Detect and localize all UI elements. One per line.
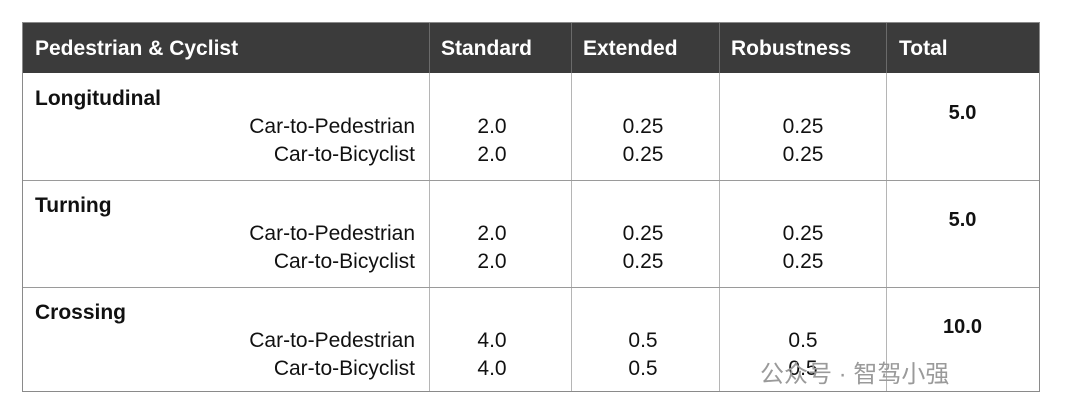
group-total: 5.0 — [948, 209, 977, 231]
row-divider — [23, 287, 1039, 288]
header-divider — [719, 23, 720, 73]
column-divider — [429, 73, 430, 391]
standard-value: 2.0 — [477, 115, 507, 138]
header-cell: Robustness — [731, 37, 852, 60]
extended-value: 0.5 — [628, 329, 658, 352]
header-cell: Extended — [583, 37, 678, 60]
group-name: Turning — [35, 194, 112, 217]
robustness-value: 0.25 — [782, 143, 824, 166]
robustness-value: 0.25 — [782, 115, 824, 138]
extended-value: 0.25 — [622, 115, 664, 138]
standard-value: 2.0 — [477, 250, 507, 273]
robustness-value: 0.5 — [788, 329, 818, 352]
row-label: Car-to-Pedestrian — [249, 115, 415, 138]
header-divider — [886, 23, 887, 73]
standard-value: 4.0 — [477, 357, 507, 380]
extended-value: 0.5 — [628, 357, 658, 380]
row-label: Car-to-Pedestrian — [249, 222, 415, 245]
header-cell: Standard — [441, 37, 533, 60]
column-divider — [571, 73, 572, 391]
standard-value: 2.0 — [477, 143, 507, 166]
group-name: Crossing — [35, 301, 127, 324]
row-label: Car-to-Pedestrian — [249, 329, 415, 352]
row-label: Car-to-Bicyclist — [273, 143, 415, 166]
standard-value: 2.0 — [477, 222, 507, 245]
header-cell: Total — [899, 37, 948, 60]
column-divider — [886, 73, 887, 391]
group-total: 10.0 — [943, 316, 982, 338]
table: Pedestrian & Cyclist Standard Extended Robu… — [22, 22, 1040, 392]
extended-value: 0.25 — [622, 143, 664, 166]
header-divider — [429, 23, 430, 73]
robustness-value: 0.25 — [782, 250, 824, 273]
header-cell: Pedestrian & Cyclist — [35, 37, 239, 60]
extended-value: 0.25 — [622, 222, 664, 245]
row-divider — [23, 180, 1039, 181]
row-label: Car-to-Bicyclist — [273, 357, 415, 380]
extended-value: 0.25 — [622, 250, 664, 273]
robustness-value: 0.25 — [782, 222, 824, 245]
header-divider — [571, 23, 572, 73]
table-header — [23, 23, 1039, 73]
watermark: 公众号 · 智驾小强 — [760, 361, 950, 388]
group-name: Longitudinal — [35, 87, 161, 110]
row-label: Car-to-Bicyclist — [273, 250, 415, 273]
standard-value: 4.0 — [477, 329, 507, 352]
group-total: 5.0 — [948, 102, 977, 124]
robustness-value: 0.5 — [788, 357, 818, 380]
column-divider — [719, 73, 720, 391]
